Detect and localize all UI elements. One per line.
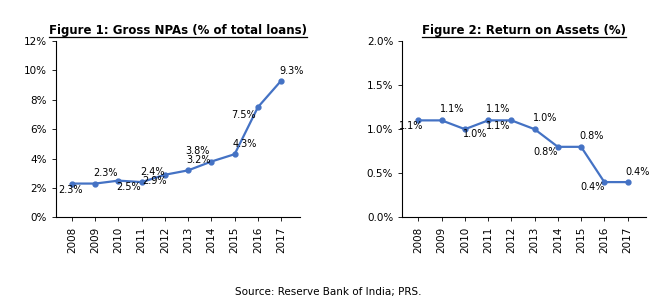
Text: 1.1%: 1.1% (487, 120, 511, 130)
Text: 2.3%: 2.3% (93, 168, 118, 178)
Text: 0.4%: 0.4% (581, 182, 605, 192)
Text: 7.5%: 7.5% (232, 110, 256, 120)
Title: Figure 1: Gross NPAs (% of total loans): Figure 1: Gross NPAs (% of total loans) (49, 24, 307, 37)
Text: 9.3%: 9.3% (279, 66, 304, 76)
Text: 3.2%: 3.2% (186, 155, 211, 165)
Text: 3.8%: 3.8% (185, 147, 210, 156)
Text: 0.8%: 0.8% (579, 131, 604, 141)
Text: 1.0%: 1.0% (533, 113, 558, 123)
Text: 1.1%: 1.1% (440, 104, 464, 114)
Text: 4.3%: 4.3% (233, 139, 257, 149)
Text: 1.0%: 1.0% (463, 129, 487, 139)
Text: Source: Reserve Bank of India; PRS.: Source: Reserve Bank of India; PRS. (235, 287, 421, 297)
Text: 1.1%: 1.1% (400, 120, 424, 130)
Title: Figure 2: Return on Assets (%): Figure 2: Return on Assets (%) (422, 24, 626, 37)
Text: 0.8%: 0.8% (533, 147, 558, 157)
Text: 2.4%: 2.4% (140, 167, 165, 177)
Text: 2.3%: 2.3% (58, 185, 83, 195)
Text: 0.4%: 0.4% (626, 167, 650, 177)
Text: 1.1%: 1.1% (487, 104, 511, 114)
Text: 2.5%: 2.5% (117, 182, 141, 192)
Text: 2.9%: 2.9% (142, 176, 167, 186)
